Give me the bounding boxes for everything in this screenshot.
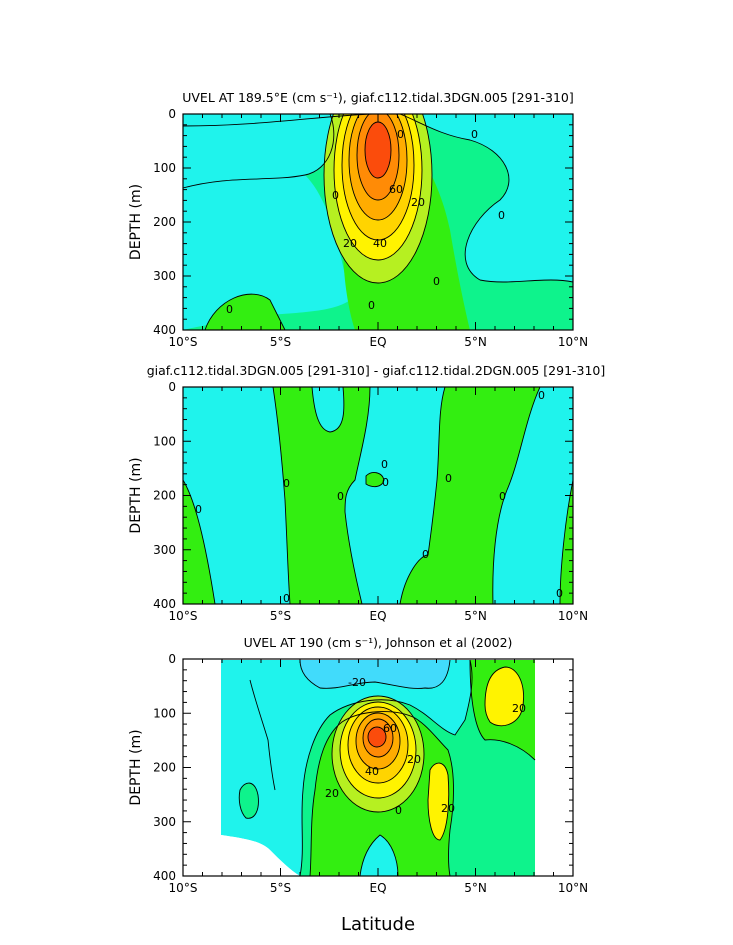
y-tick-label: 300 bbox=[153, 543, 176, 557]
y-tick-label: 200 bbox=[153, 489, 176, 503]
x-tick-label: EQ bbox=[369, 881, 386, 895]
panel-3-high-eq-column bbox=[428, 763, 449, 840]
panel-3-missing-data-bottom-left bbox=[221, 835, 300, 876]
panel-3-contour-label: 0 bbox=[395, 804, 402, 817]
panel-1-contour-label: 0 bbox=[498, 209, 505, 222]
y-tick-label: 300 bbox=[153, 815, 176, 829]
y-tick-label: 400 bbox=[153, 869, 176, 883]
panel-3-contour-label: -20 bbox=[348, 676, 366, 689]
x-tick-label: EQ bbox=[369, 609, 386, 623]
panel-3-local-patch bbox=[239, 783, 259, 819]
panel-3-missing-data-right bbox=[535, 659, 573, 876]
panel-1-negative-region-lower bbox=[183, 175, 350, 330]
y-axis-label: DEPTH (m) bbox=[128, 729, 144, 805]
panel-1-negative-region-right bbox=[400, 114, 573, 282]
y-tick-label: 0 bbox=[168, 107, 176, 121]
x-tick-label: 10°N bbox=[558, 335, 588, 349]
y-tick-label: 0 bbox=[168, 380, 176, 394]
panel-2-contour-lines bbox=[183, 387, 573, 604]
panel-2-contour-label: 0 bbox=[445, 472, 452, 485]
x-tick-label: 10°S bbox=[169, 335, 198, 349]
panel-2-title: giaf.c112.tidal.3DGN.005 [291-310] - gia… bbox=[147, 363, 606, 378]
panel-3-high-right-blob bbox=[485, 667, 524, 726]
panel-1-contour-label: 0 bbox=[433, 275, 440, 288]
y-tick-label: 400 bbox=[153, 597, 176, 611]
x-tick-label: 5°N bbox=[464, 881, 487, 895]
panel-1-contour-labels: 0 0 0 0 0 0 0 20 20 40 60 bbox=[226, 128, 505, 316]
panel-2-positive-blob-eq bbox=[366, 472, 384, 487]
panel-1-negative-region-upper bbox=[183, 114, 334, 188]
panel-2-contour-label: 0 bbox=[538, 389, 545, 402]
panel-1-contour-label: 40 bbox=[373, 237, 387, 250]
panel-1-contour-label: 0 bbox=[397, 128, 404, 141]
y-tick-label: 100 bbox=[153, 434, 176, 448]
panel-1-contour-label: 60 bbox=[389, 183, 403, 196]
y-tick-label: 100 bbox=[153, 706, 176, 720]
panel-3-contour-labels: -20 20 20 20 20 40 60 0 bbox=[325, 676, 526, 817]
y-tick-label: 100 bbox=[153, 161, 176, 175]
x-tick-label: 5°S bbox=[270, 881, 291, 895]
y-tick-label: 400 bbox=[153, 323, 176, 337]
panel-3-contour-label: 20 bbox=[441, 802, 455, 815]
x-tick-label: 5°N bbox=[464, 335, 487, 349]
panel-2-positive-band-left bbox=[183, 480, 215, 604]
panel-1-contour-label: 20 bbox=[411, 196, 425, 209]
panel-3: UVEL AT 190 (cm s⁻¹), Johnson et al (200… bbox=[182, 635, 574, 877]
y-tick-label: 300 bbox=[153, 269, 176, 283]
x-tick-label: 10°N bbox=[558, 881, 588, 895]
panel-1: UVEL AT 189.5°E (cm s⁻¹), giaf.c112.tida… bbox=[182, 90, 574, 331]
panel-2-field bbox=[183, 387, 573, 604]
x-tick-label: 10°N bbox=[558, 609, 588, 623]
panel-2-contour-label: 0 bbox=[195, 503, 202, 516]
panel-2-positive-band-center-left bbox=[273, 387, 370, 604]
panel-2-positive-band-right bbox=[400, 387, 540, 604]
panel-1-contour-label: 0 bbox=[332, 189, 339, 202]
panel-1-positive-lower-left bbox=[205, 294, 285, 330]
panel-2-contour-label: 0 bbox=[422, 548, 429, 561]
panel-2-contour-labels: 0 0 0 0 0 0 0 0 0 0 0 bbox=[195, 389, 563, 605]
panel-3-contour-label: 20 bbox=[512, 702, 526, 715]
panel-1-field bbox=[183, 114, 573, 330]
x-tick-label: 5°S bbox=[270, 335, 291, 349]
panel-1-contour-label: 0 bbox=[368, 299, 375, 312]
panel-3-contour-label: 60 bbox=[383, 722, 397, 735]
y-tick-label: 200 bbox=[153, 761, 176, 775]
panel-3-lower-notch bbox=[360, 835, 398, 876]
x-tick-label: EQ bbox=[369, 335, 386, 349]
panel-3-strong-westward-band bbox=[300, 660, 450, 689]
x-tick-label: 5°N bbox=[464, 609, 487, 623]
panel-1-contour-label: 20 bbox=[343, 237, 357, 250]
panel-3-field bbox=[183, 659, 573, 876]
panel-3-missing-data-left bbox=[183, 659, 221, 876]
panel-3-contour-lines bbox=[238, 659, 536, 876]
panel-2: giaf.c112.tidal.3DGN.005 [291-310] - gia… bbox=[147, 363, 606, 605]
y-tick-label: 0 bbox=[168, 652, 176, 666]
x-tick-label: 10°S bbox=[169, 609, 198, 623]
x-axis-label: Latitude bbox=[341, 914, 415, 935]
panel-1-contour-lines bbox=[183, 114, 573, 330]
panel-2-contour-label: 0 bbox=[499, 490, 506, 503]
y-axis-label: DEPTH (m) bbox=[128, 457, 144, 533]
panel-2-contour-label: 0 bbox=[337, 490, 344, 503]
panel-3-title: UVEL AT 190 (cm s⁻¹), Johnson et al (200… bbox=[244, 635, 513, 650]
panel-1-title: UVEL AT 189.5°E (cm s⁻¹), giaf.c112.tida… bbox=[182, 90, 574, 105]
x-tick-label: 10°S bbox=[169, 881, 198, 895]
panel-2-contour-label: 0 bbox=[556, 587, 563, 600]
panel-1-contour-label: 0 bbox=[471, 128, 478, 141]
panel-1-contour-label: 0 bbox=[226, 303, 233, 316]
panel-2-positive-band-right-edge bbox=[560, 480, 573, 604]
y-tick-label: 200 bbox=[153, 215, 176, 229]
panel-3-contour-label: 40 bbox=[365, 765, 379, 778]
panel-2-contour-label: 0 bbox=[381, 458, 388, 471]
panel-3-contour-label: 20 bbox=[407, 753, 421, 766]
panel-3-contour-label: 20 bbox=[325, 787, 339, 800]
y-axis-label: DEPTH (m) bbox=[128, 184, 144, 260]
panel-2-contour-label: 0 bbox=[283, 592, 290, 605]
panel-2-contour-label: 0 bbox=[382, 476, 389, 489]
panel-2-contour-label: 0 bbox=[283, 477, 290, 490]
x-tick-label: 5°S bbox=[270, 609, 291, 623]
